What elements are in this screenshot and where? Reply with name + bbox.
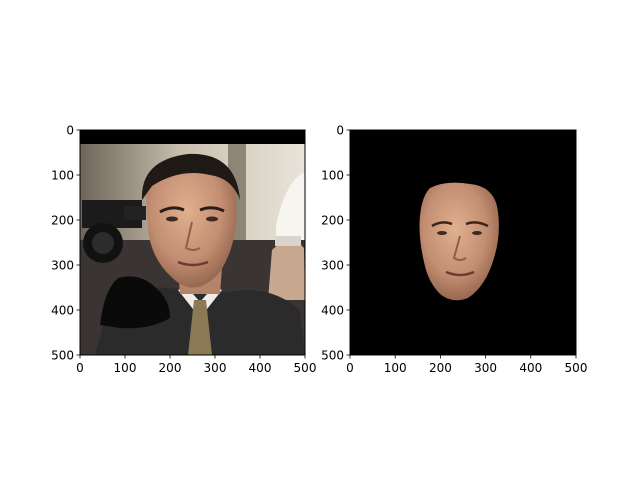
x-tick-label: 300 <box>204 361 227 375</box>
x-tick-label: 100 <box>384 361 407 375</box>
tie <box>188 300 212 355</box>
y-tick-label: 200 <box>321 214 344 228</box>
x-tick-label: 400 <box>519 361 542 375</box>
y-tick-label: 300 <box>51 259 74 273</box>
y-tick-label: 500 <box>51 349 74 363</box>
left-eyebrow <box>159 206 185 214</box>
x-tick-label: 500 <box>294 361 317 375</box>
x-tick-label: 0 <box>346 361 354 375</box>
right-x-ticks: 0 100 200 300 400 500 <box>346 355 587 375</box>
left-eye <box>166 216 178 222</box>
left-y-ticks: 0 100 200 300 400 500 <box>51 124 80 363</box>
y-tick-label: 400 <box>51 304 74 318</box>
right-axes: 0 100 200 300 400 500 0 100 200 300 400 500 <box>321 124 587 376</box>
bystander-hair <box>275 236 301 246</box>
left-image <box>80 130 305 355</box>
y-tick-label: 300 <box>321 259 344 273</box>
x-tick-label: 100 <box>114 361 137 375</box>
segmented-right-eyebrow <box>465 221 489 228</box>
right-eye <box>206 216 218 222</box>
y-tick-label: 100 <box>321 169 344 183</box>
bystander-right <box>268 240 305 300</box>
right-y-ticks: 0 100 200 300 400 500 <box>321 124 350 363</box>
y-tick-label: 0 <box>66 124 74 138</box>
x-tick-label: 300 <box>474 361 497 375</box>
left-x-ticks: 0 100 200 300 400 500 <box>76 355 316 375</box>
right-eyebrow <box>199 206 225 213</box>
segmented-nose <box>452 235 467 261</box>
y-tick-label: 100 <box>51 169 74 183</box>
right-image <box>350 130 576 355</box>
x-tick-label: 200 <box>429 361 452 375</box>
x-tick-label: 0 <box>76 361 84 375</box>
right-axes-frame <box>349 129 577 356</box>
y-tick-label: 200 <box>51 214 74 228</box>
mouth <box>177 260 209 267</box>
x-tick-label: 200 <box>159 361 182 375</box>
segmented-left-eye <box>437 231 447 235</box>
y-tick-label: 400 <box>321 304 344 318</box>
nose <box>184 221 201 251</box>
segmented-right-eye <box>472 231 482 235</box>
y-tick-label: 500 <box>321 349 344 363</box>
left-axes-frame <box>79 129 306 356</box>
left-axes: 0 100 200 300 400 500 0 100 200 300 400 500 <box>51 124 316 376</box>
camera-icon <box>82 200 146 263</box>
top-black-band <box>80 130 305 144</box>
dark-blob <box>100 276 170 329</box>
x-tick-label: 400 <box>249 361 272 375</box>
y-tick-label: 0 <box>336 124 344 138</box>
segmented-mouth <box>445 270 475 277</box>
x-tick-label: 500 <box>565 361 588 375</box>
segmented-left-eyebrow <box>431 221 453 228</box>
hair <box>141 153 240 200</box>
